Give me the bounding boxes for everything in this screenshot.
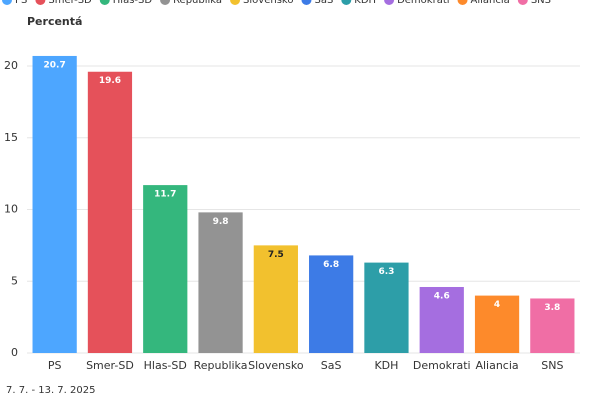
x-tick-label: Slovensko xyxy=(248,359,304,372)
legend-label: KDH xyxy=(354,0,376,6)
y-tick-label: 20 xyxy=(4,59,18,72)
x-tick-label: SNS xyxy=(541,359,563,372)
data-label: 9.8 xyxy=(213,217,229,227)
legend-marker xyxy=(517,0,528,5)
legend-marker xyxy=(35,0,46,5)
y-tick-label: 5 xyxy=(11,274,18,287)
data-label: 11.7 xyxy=(154,190,176,200)
legend-marker xyxy=(384,0,395,5)
x-tick-label: Demokrati xyxy=(413,359,471,372)
legend-label: Hlas-SD xyxy=(113,0,153,6)
x-tick-label: Aliancia xyxy=(475,359,518,372)
legend-label: Republika xyxy=(173,0,222,6)
legend-marker xyxy=(301,0,312,5)
x-tick-label: Hlas-SD xyxy=(144,359,187,372)
legend-label: SaS xyxy=(314,0,333,6)
bar xyxy=(87,71,133,354)
bar xyxy=(253,245,298,353)
legend-label: Demokrati xyxy=(397,0,449,6)
data-label: 19.6 xyxy=(99,76,121,86)
legend-marker xyxy=(341,0,352,5)
legend-marker xyxy=(160,0,171,5)
legend-label: Slovensko xyxy=(243,0,293,6)
legend-marker xyxy=(457,0,468,5)
legend-label: Smer-SD xyxy=(48,0,92,6)
legend-marker xyxy=(2,0,12,5)
data-label: 4 xyxy=(494,300,500,310)
bar xyxy=(474,295,520,353)
x-tick-label: Republika xyxy=(194,359,248,372)
bar xyxy=(309,255,354,353)
legend-label: SNS xyxy=(531,0,551,6)
bar xyxy=(419,286,464,353)
bar xyxy=(143,185,188,353)
bar xyxy=(364,262,409,353)
legend-label: PS xyxy=(15,0,27,6)
data-label: 6.8 xyxy=(323,260,339,270)
legend-marker xyxy=(230,0,241,5)
y-axis-label: Percentá xyxy=(27,15,82,28)
data-label: 7.5 xyxy=(268,250,284,260)
bar xyxy=(198,212,243,353)
data-label: 4.6 xyxy=(434,291,450,301)
y-tick-label: 10 xyxy=(4,203,18,216)
data-label: 3.8 xyxy=(544,303,560,313)
y-tick-label: 15 xyxy=(4,131,18,144)
data-label: 6.3 xyxy=(378,267,394,277)
bar xyxy=(32,55,77,354)
x-tick-label: Smer-SD xyxy=(86,359,134,372)
x-tick-label: KDH xyxy=(374,359,398,372)
legend-label: Aliancia xyxy=(471,0,510,6)
y-tick-label: 0 xyxy=(11,346,18,359)
legend-marker xyxy=(99,0,110,5)
x-tick-label: SaS xyxy=(321,359,342,372)
data-label: 20.7 xyxy=(44,60,66,70)
footer: 7. 7. - 13. 7. 2025 xyxy=(6,385,95,396)
bar xyxy=(530,298,575,353)
x-tick-label: PS xyxy=(48,359,62,372)
